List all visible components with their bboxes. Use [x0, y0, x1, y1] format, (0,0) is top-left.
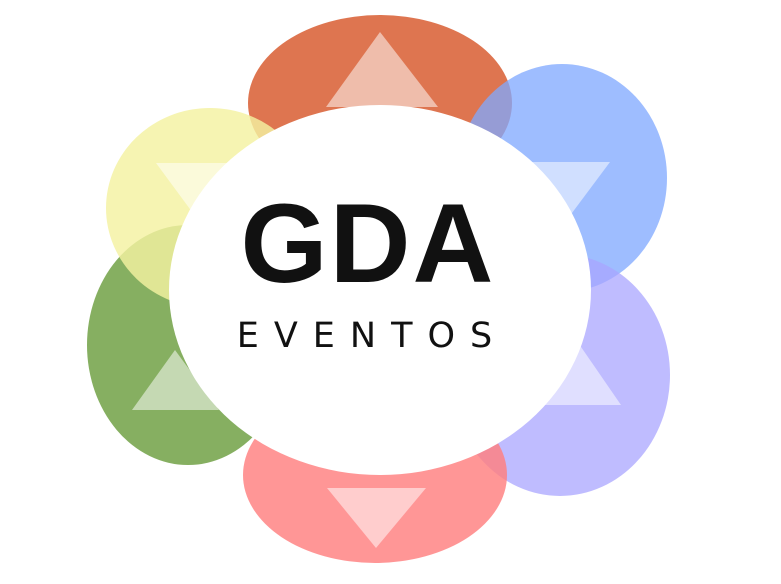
lower-left-triangle	[132, 350, 219, 410]
logo-text-group: GDA EVENTOS	[237, 181, 508, 356]
logo-title: GDA	[241, 181, 496, 306]
logo-subtitle: EVENTOS	[237, 316, 508, 356]
bottom-triangle	[327, 488, 426, 548]
top-triangle	[326, 32, 438, 107]
center-disc	[169, 105, 591, 475]
